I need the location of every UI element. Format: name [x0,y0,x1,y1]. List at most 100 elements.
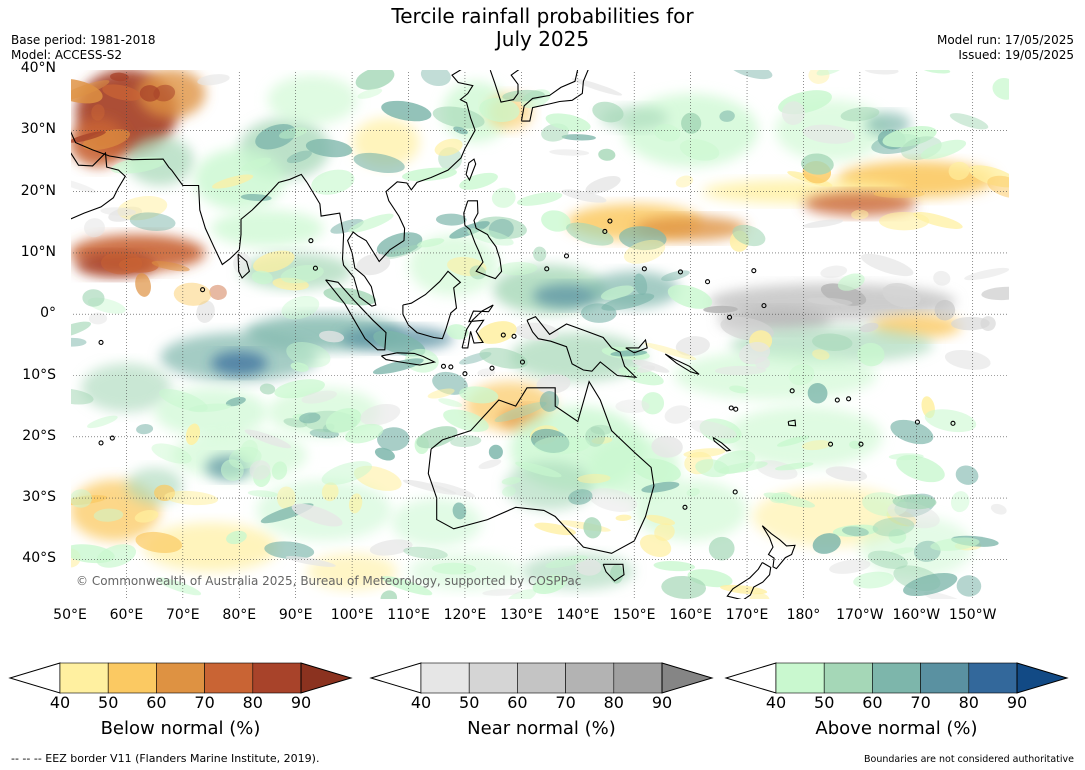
korea-coastline [489,69,521,103]
probability-patch [244,429,292,449]
probability-patch [601,293,655,311]
new-britain-coastline [625,338,648,354]
longitude-label: 110°E [387,607,430,623]
latitude-label: 30°S [22,489,56,506]
probability-patch [713,450,756,475]
probability-patch [467,228,514,246]
island-outline [607,218,613,224]
island-outline [641,266,647,272]
probability-patch [373,330,426,357]
probability-patch [240,193,272,202]
probability-patch [964,267,1010,281]
probability-patch [151,261,190,272]
probability-patch [479,97,520,122]
island-outline [751,268,757,274]
colorbar-segment [156,662,205,694]
colorbar-under-triangle [724,662,777,694]
probability-patch [882,282,921,308]
probability-patch [381,576,433,596]
probability-patch [588,488,638,513]
colorbar-segment [565,662,615,694]
island-outline [789,388,795,394]
probability-patch [102,84,142,101]
probability-patch [872,517,915,537]
colorbar-segment [204,662,254,694]
probability-patch [477,321,517,344]
colorbar-segment [468,662,518,694]
probability-patch [403,546,448,559]
probability-patch [806,297,853,306]
probability-patch [924,409,977,433]
probability-patch [502,486,516,497]
probability-region [211,209,324,247]
latitude-label: 20°S [22,427,56,444]
colorbar-tick-label: 50 [814,693,835,712]
longitude-label: 130°E [500,607,543,623]
latitude-label: 30°N [20,121,56,138]
probability-patch [820,265,848,279]
longitude-label: 170°E [725,607,769,623]
longitude-label: 60°E [109,607,144,623]
probability-patch [592,101,624,123]
probability-patch [450,435,482,448]
colorbar-over-triangle [300,662,353,694]
chart-title-line1: Tercile rainfall probabilities for [391,4,694,28]
colorbar-segment [107,662,157,694]
probability-patch [600,285,635,300]
colorbar-tick-label: 60 [146,693,167,712]
longitude-label: 120°E [443,607,487,623]
latitude-label: 40°S [22,550,56,567]
copyright-text: © Commonwealth of Australia 2025, Bureau… [76,574,582,588]
probability-patch [860,253,914,277]
latitude-label: 10°S [22,366,56,383]
colorbar-under-triangle [8,662,61,694]
probability-patch [100,207,137,216]
probability-patch [825,466,868,482]
probability-patch [948,161,970,181]
probability-patch [290,362,309,372]
probability-patch [749,592,770,600]
probability-patch [675,175,694,188]
probability-patch [164,490,218,506]
new-guinea-coastline [526,316,638,378]
probability-patch [353,152,405,174]
probability-patch [530,428,570,453]
probability-patch [651,435,683,458]
colorbar-segment [823,662,873,694]
probability-patch [634,273,648,296]
probability-patch [225,397,246,407]
probability-patch [70,337,87,347]
probability-patch [873,189,925,198]
island-outline [448,364,454,370]
sumatra-coastline [325,279,387,351]
colorbar-tick-label: 80 [958,693,979,712]
probability-patch [417,238,445,248]
probability-patch [118,257,159,273]
probability-patch [992,78,1010,100]
probability-patch [438,398,463,407]
longitude-label: 150°E [612,607,656,623]
probability-patch [532,575,567,594]
probability-patch [477,368,496,377]
borneo-coastline [402,270,462,340]
probability-patch [515,322,559,341]
probability-patch [84,218,105,238]
longitude-label: 70°E [165,607,200,623]
island-outline [440,363,447,369]
probability-patch [452,502,467,520]
colorbar-segment [613,662,663,694]
probability-patch [70,178,97,193]
probability-patch [501,477,521,485]
colorbar-tick-label: 90 [1006,693,1028,712]
probability-region [532,283,601,309]
probability-patch [879,211,930,231]
colorbar-under-triangle [369,662,422,694]
probability-patch [923,591,966,600]
probability-patch [82,129,131,151]
probability-patch [686,488,700,497]
colorbar-tick-label: 50 [459,693,480,712]
probability-patch [383,244,423,260]
probability-patch [811,333,853,351]
probability-patch [420,69,451,87]
island-outline [109,435,115,441]
